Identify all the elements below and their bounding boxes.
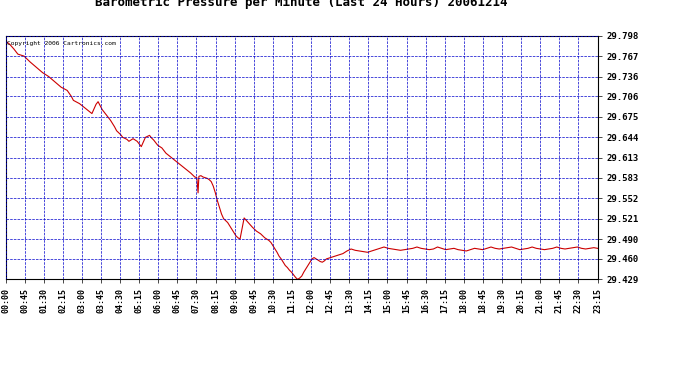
Text: Copyright 2006 Cartronics.com: Copyright 2006 Cartronics.com bbox=[7, 40, 115, 45]
Text: Barometric Pressure per Minute (Last 24 Hours) 20061214: Barometric Pressure per Minute (Last 24 … bbox=[95, 0, 508, 9]
